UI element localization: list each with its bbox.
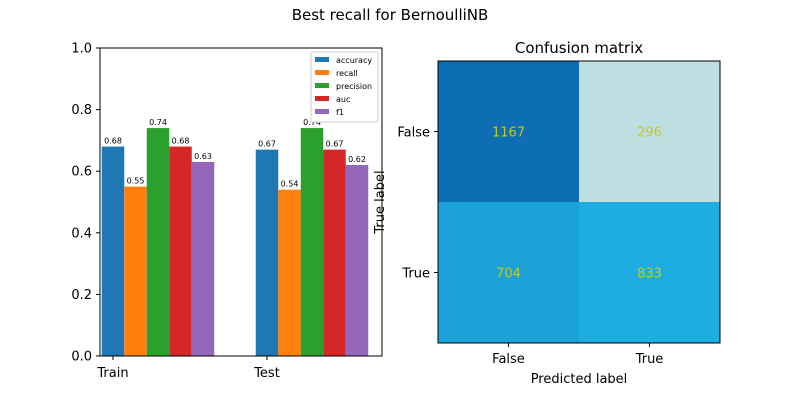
confusion-matrix-ticks: False True False True: [397, 126, 663, 368]
y-tick-label: 0.4: [71, 226, 92, 241]
confusion-matrix-panel: Confusion matrix 1167 296 704 833 False True…: [373, 39, 721, 387]
bar-auc-train: [169, 146, 192, 356]
bar-data-labels: 0.68 0.55 0.74 0.68 0.63 0.67 0.54 0.74 0.67 0.62: [104, 118, 366, 189]
bar-accuracy-test: [255, 149, 279, 356]
figure-suptitle: Best recall for BernoulliNB: [292, 6, 489, 24]
legend-label-f1: f1: [336, 108, 344, 117]
bar-y-axis: 0.0 0.2 0.4 0.6 0.8 1.0: [71, 42, 100, 365]
bar-data-label: 0.74: [149, 118, 167, 127]
bar-precision-train: [146, 128, 170, 356]
confusion-cell: [438, 202, 579, 343]
confusion-matrix-frame: [437, 60, 721, 344]
confusion-matrix-xlabel: Predicted label: [531, 372, 628, 387]
cm-y-tick-label: True: [401, 267, 430, 282]
bar-data-label: 0.68: [104, 137, 122, 146]
x-tick-label: Test: [253, 366, 280, 381]
bar-data-label: 0.67: [326, 140, 344, 149]
legend-swatch-f1: [315, 109, 329, 114]
bar-legend: accuracy recall precision auc f1: [310, 51, 379, 123]
legend-swatch-accuracy: [315, 57, 329, 62]
legend-swatch-recall: [315, 70, 329, 75]
legend-label-accuracy: accuracy: [336, 56, 372, 65]
cm-x-tick-label: False: [492, 352, 525, 367]
bar-data-label: 0.55: [127, 177, 145, 186]
confusion-cell: [579, 202, 720, 343]
bar-recall-test: [278, 189, 301, 356]
cm-y-tick-label: False: [397, 126, 430, 141]
bar-data-label: 0.74: [303, 118, 321, 127]
y-tick-label: 1.0: [71, 42, 92, 57]
bar-series-group: [101, 128, 369, 356]
bar-data-label: 0.68: [172, 137, 190, 146]
bar-chart-panel: 0.00.20.40.60.81.0 0.680.550.740.680.630…: [71, 42, 383, 381]
y-tick-label: 0.0: [71, 350, 92, 365]
legend-label-recall: recall: [336, 69, 358, 78]
bar-accuracy-train: [101, 146, 125, 356]
bar-data-label: 0.54: [281, 180, 299, 189]
confusion-cell: [438, 61, 579, 202]
bar-plot-frame: [99, 47, 383, 357]
confusion-matrix-ylabel: True label: [373, 170, 388, 234]
y-tick-label: 0.2: [71, 288, 92, 303]
legend-label-precision: precision: [336, 82, 372, 91]
confusion-cell-value: 1167: [492, 126, 525, 141]
bar-recall-train: [124, 186, 147, 356]
legend-box: [310, 51, 379, 123]
legend-swatch-precision: [315, 83, 329, 88]
confusion-cell: [579, 61, 720, 202]
bar-data-label: 0.63: [194, 152, 212, 161]
cm-x-tick-label: True: [635, 352, 664, 367]
x-tick-label: Train: [96, 366, 128, 381]
legend-label-auc: auc: [336, 95, 350, 104]
bar-auc-test: [323, 149, 346, 356]
confusion-cell-value: 833: [637, 267, 662, 282]
bar-x-axis: Train Test: [96, 356, 280, 381]
confusion-matrix-title: Confusion matrix: [515, 39, 643, 57]
legend-swatch-auc: [315, 96, 329, 101]
bar-data-label: 0.67: [258, 140, 276, 149]
confusion-matrix-cells: 1167 296 704 833: [438, 61, 720, 343]
bar-precision-test: [300, 128, 324, 356]
confusion-cell-value: 296: [637, 126, 662, 141]
y-tick-label: 0.6: [71, 165, 92, 180]
confusion-cell-value: 704: [496, 267, 521, 282]
bar-data-label: 0.62: [348, 155, 366, 164]
bar-f1-test: [345, 165, 369, 356]
bar-f1-train: [191, 161, 215, 356]
y-tick-label: 0.8: [71, 103, 92, 118]
